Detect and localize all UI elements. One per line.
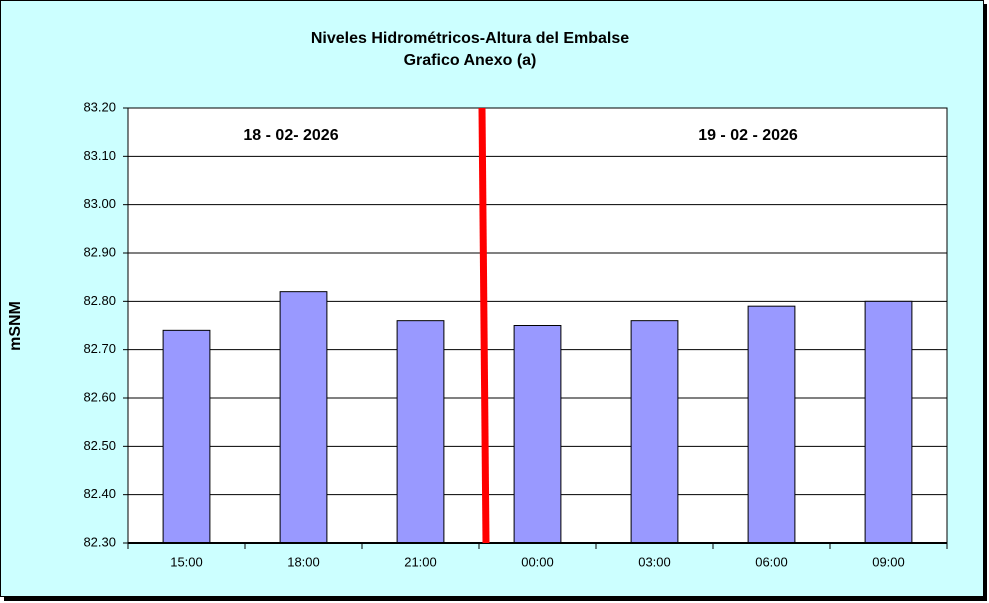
y-tick-label: 82.30 — [83, 534, 116, 549]
x-tick-label: 00:00 — [521, 554, 554, 569]
chart-title: Niveles Hidrométricos-Altura del Embalse — [311, 30, 629, 47]
y-axis-label: mSNM — [7, 301, 24, 351]
y-tick-label: 82.90 — [83, 244, 116, 259]
y-tick-label: 82.80 — [83, 293, 116, 308]
chart-subtitle: Grafico Anexo (a) — [404, 52, 537, 69]
x-tick-label: 03:00 — [638, 554, 671, 569]
bar — [279, 291, 328, 544]
y-tick-label: 82.70 — [83, 341, 116, 356]
bar — [162, 329, 211, 544]
bar — [513, 325, 562, 544]
y-tick-label: 83.20 — [83, 99, 116, 114]
y-tick-label: 83.10 — [83, 148, 116, 163]
y-tick-label: 82.40 — [83, 486, 116, 501]
x-tick-label: 21:00 — [404, 554, 437, 569]
x-tick-label: 18:00 — [287, 554, 320, 569]
annotation: 19 - 02 - 2026 — [698, 127, 798, 144]
x-tick-label: 09:00 — [872, 554, 905, 569]
date-separator — [478, 107, 490, 544]
annotation: 18 - 02- 2026 — [243, 127, 338, 144]
bar — [396, 320, 445, 544]
x-tick-label: 06:00 — [755, 554, 788, 569]
bar — [747, 305, 796, 544]
x-tick-label: 15:00 — [170, 554, 203, 569]
bar — [630, 320, 679, 544]
bar — [864, 300, 913, 544]
y-tick-label: 82.50 — [83, 438, 116, 453]
y-tick-label: 83.00 — [83, 196, 116, 211]
y-tick-label: 82.60 — [83, 389, 116, 404]
